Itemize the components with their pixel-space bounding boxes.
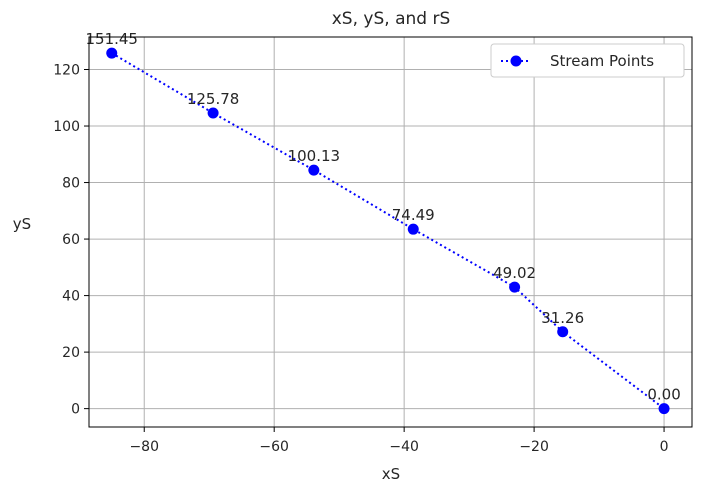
legend-label: Stream Points bbox=[550, 52, 654, 70]
legend: Stream Points bbox=[490, 43, 685, 78]
legend-marker bbox=[510, 55, 522, 67]
x-tick-label: −80 bbox=[129, 439, 159, 455]
data-point bbox=[207, 107, 219, 119]
x-tick-label: −60 bbox=[259, 439, 289, 455]
data-label: 74.49 bbox=[392, 206, 435, 224]
ticks: −80 −60 −40 −20 0 0 20 40 60 80 100 120 bbox=[53, 63, 668, 456]
data-label: 125.78 bbox=[187, 90, 240, 108]
data-point bbox=[407, 223, 419, 235]
chart-title: xS, yS, and rS bbox=[332, 9, 451, 29]
legend-box bbox=[490, 43, 685, 78]
y-tick-label: 0 bbox=[71, 402, 80, 418]
y-tick-label: 20 bbox=[62, 345, 80, 361]
data-point bbox=[308, 164, 320, 176]
x-tick-label: −40 bbox=[389, 439, 419, 455]
x-tick-label: 0 bbox=[660, 439, 669, 455]
data-label: 151.45 bbox=[85, 30, 138, 48]
y-tick-label: 60 bbox=[62, 232, 80, 248]
data-point bbox=[658, 403, 670, 415]
grid bbox=[89, 37, 692, 427]
series-layer: 151.45 125.78 100.13 74.49 49.02 31.26 0.00 bbox=[85, 30, 681, 415]
y-tick-label: 40 bbox=[62, 289, 80, 305]
data-label: 31.26 bbox=[541, 309, 584, 327]
plot-frame bbox=[88, 36, 693, 428]
data-label: 49.02 bbox=[493, 264, 536, 282]
data-point bbox=[106, 47, 118, 59]
y-tick-label: 120 bbox=[53, 63, 80, 79]
x-tick-label: −20 bbox=[519, 439, 549, 455]
y-axis-label: yS bbox=[13, 215, 31, 233]
y-tick-label: 80 bbox=[62, 176, 80, 192]
y-tick-label: 100 bbox=[53, 119, 80, 135]
data-point bbox=[557, 326, 569, 338]
x-axis-label: xS bbox=[382, 465, 400, 483]
axes bbox=[88, 36, 693, 428]
data-label: 100.13 bbox=[288, 147, 341, 165]
data-point bbox=[509, 281, 521, 293]
data-label: 0.00 bbox=[647, 386, 680, 404]
